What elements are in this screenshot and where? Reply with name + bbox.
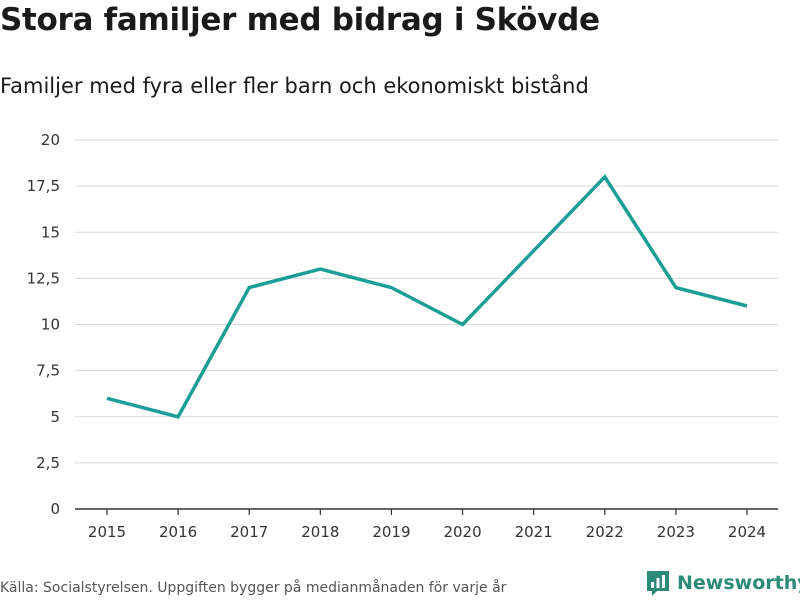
- x-tick-label: 2020: [443, 523, 481, 541]
- brand-name: Newsworthy: [677, 572, 800, 594]
- x-tick-label: 2021: [515, 523, 553, 541]
- newsworthy-logo-icon: [647, 571, 669, 596]
- chart-subtitle: Familjer med fyra eller fler barn och ek…: [0, 74, 589, 98]
- y-tick-label: 0: [50, 500, 60, 518]
- x-tick-label: 2016: [159, 523, 197, 541]
- y-tick-label: 2,5: [36, 454, 60, 472]
- y-tick-label: 10: [41, 316, 60, 334]
- x-tick-label: 2022: [586, 523, 624, 541]
- chart-title: Stora familjer med bidrag i Skövde: [0, 2, 600, 38]
- x-axis-ticks: 2015 2016 2017 2018 2019 2020 2021 2022 2023 2024: [88, 509, 766, 541]
- x-tick-label: 2019: [372, 523, 410, 541]
- y-tick-label: 15: [41, 223, 60, 241]
- brand-logo: Newsworthy: [645, 569, 800, 597]
- x-tick-label: 2018: [301, 523, 339, 541]
- source-note: Källa: Socialstyrelsen. Uppgiften bygger…: [0, 580, 507, 596]
- x-tick-label: 2024: [728, 523, 766, 541]
- y-axis-ticks: 0 2,5 5 7,5 10 12,5 15 17,5 20: [27, 131, 60, 518]
- y-tick-label: 5: [50, 408, 60, 426]
- y-tick-label: 20: [41, 131, 60, 149]
- y-tick-label: 7,5: [36, 362, 60, 380]
- x-tick-label: 2017: [230, 523, 268, 541]
- y-tick-label: 12,5: [27, 269, 60, 287]
- series-line: [106, 174, 748, 419]
- x-tick-label: 2015: [88, 523, 126, 541]
- x-tick-label: 2023: [657, 523, 695, 541]
- y-tick-label: 17,5: [27, 177, 60, 195]
- gridlines: [75, 139, 778, 464]
